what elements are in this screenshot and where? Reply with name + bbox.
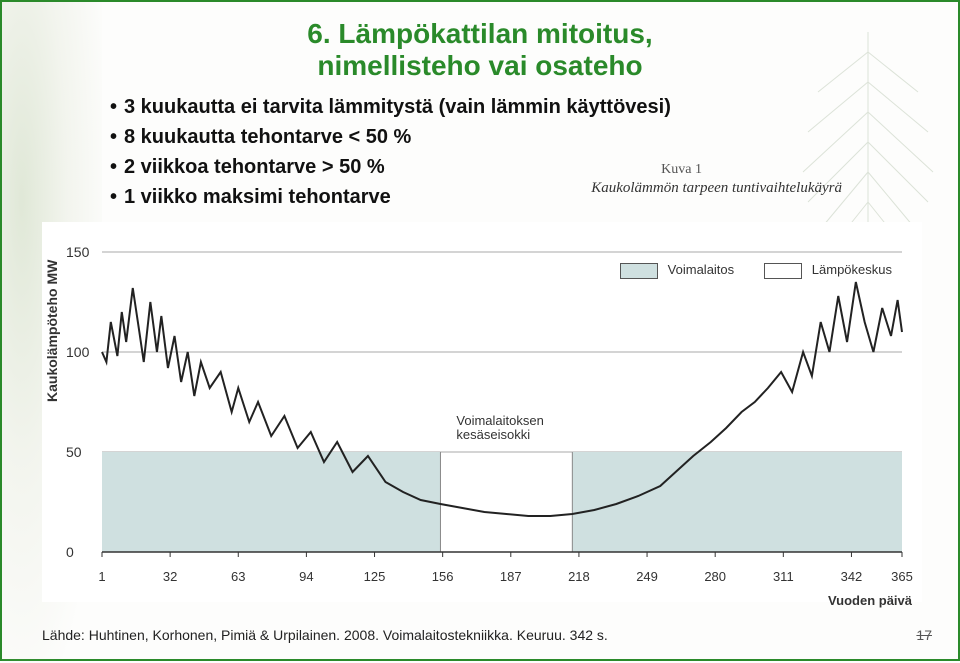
x-tick-label: 32 (163, 569, 177, 584)
swatch-lampokeskus (764, 263, 802, 279)
title-line-1: 6. Lämpökattilan mitoitus, (307, 18, 652, 50)
figure-number: Kuva 1 (661, 162, 702, 178)
bullet-item: 2 viikkoa tehontarve > 50 % (110, 152, 671, 182)
x-axis-label: Vuoden päivä (828, 593, 912, 608)
source-citation: Lähde: Huhtinen, Korhonen, Pimiä & Urpil… (42, 627, 608, 643)
bullet-item: 1 viikko maksimi tehontarve (110, 182, 671, 212)
x-tick-label: 63 (231, 569, 245, 584)
x-tick-label: 342 (841, 569, 863, 584)
x-tick-label: 280 (704, 569, 726, 584)
x-tick-label: 1 (98, 569, 105, 584)
chart-container: Kuva 1 Kaukolämmön tarpeen tuntivaihtelu… (42, 222, 922, 602)
x-tick-label: 365 (891, 569, 913, 584)
x-tick-label: 218 (568, 569, 590, 584)
x-tick-label: 187 (500, 569, 522, 584)
legend-item-lampokeskus: Lämpökeskus (764, 262, 892, 279)
y-tick-label: 150 (66, 244, 89, 260)
swatch-voimalaitos (620, 263, 658, 279)
x-tick-label: 156 (432, 569, 454, 584)
page-number: 17 (916, 627, 932, 643)
x-tick-label: 311 (773, 569, 794, 584)
legend-label: Lämpökeskus (812, 262, 892, 277)
slide-title: 6. Lämpökattilan mitoitus, nimellisteho … (307, 18, 652, 82)
figure-caption: Kaukolämmön tarpeen tuntivaihtelukäyrä (591, 180, 842, 197)
legend-label: Voimalaitos (668, 262, 734, 277)
bullet-list: 3 kuukautta ei tarvita lämmitystä (vain … (110, 92, 671, 212)
y-tick-label: 50 (66, 444, 82, 460)
x-tick-label: 249 (636, 569, 658, 584)
x-tick-label: 125 (364, 569, 386, 584)
title-line-2: nimellisteho vai osateho (307, 50, 652, 82)
y-tick-label: 0 (66, 544, 74, 560)
bullet-item: 8 kuukautta tehontarve < 50 % (110, 122, 671, 152)
bullet-item: 3 kuukautta ei tarvita lämmitystä (vain … (110, 92, 671, 122)
chart-legend: Voimalaitos Lämpökeskus (620, 262, 892, 279)
seisokki-annotation: Voimalaitoksenkesäseisokki (456, 414, 543, 443)
x-tick-label: 94 (299, 569, 313, 584)
legend-item-voimalaitos: Voimalaitos (620, 262, 734, 279)
y-tick-label: 100 (66, 344, 89, 360)
